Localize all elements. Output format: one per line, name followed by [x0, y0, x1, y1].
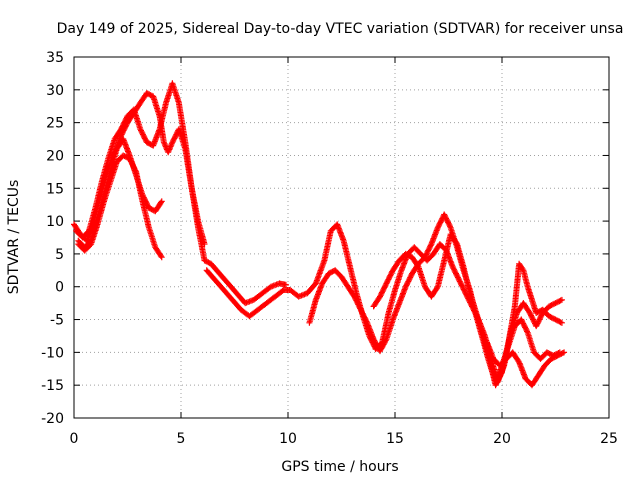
y-axis-label: SDTVAR / TECUs: [6, 180, 22, 295]
x-tick-label: 15: [386, 431, 404, 447]
data-point: [131, 164, 138, 171]
chart-title: Day 149 of 2025, Sidereal Day-to-day VTE…: [57, 21, 624, 37]
y-tick-label: 0: [55, 280, 64, 296]
data-point: [157, 253, 164, 259]
data-point: [377, 293, 383, 300]
series-track-g: [370, 231, 565, 389]
data-point: [559, 350, 566, 356]
y-tick-label: 5: [55, 247, 64, 263]
data-point: [522, 325, 529, 332]
data-point: [557, 297, 564, 304]
data-point: [561, 349, 568, 356]
data-point: [405, 277, 412, 284]
data-point: [201, 241, 208, 248]
y-tick-label: 25: [46, 116, 64, 132]
plot-frame: [73, 56, 610, 419]
data-point: [414, 262, 421, 269]
data-point: [363, 318, 370, 325]
y-tick-label: -20: [41, 411, 64, 427]
data-point: [434, 285, 440, 291]
y-tick-label: -5: [50, 313, 64, 329]
y-tick-label: 20: [46, 148, 64, 164]
data-point: [427, 242, 434, 249]
data-point: [423, 251, 430, 258]
x-tick-label: 25: [600, 431, 618, 447]
x-tick-label: 5: [177, 431, 186, 447]
y-tick-label: -15: [41, 378, 64, 394]
y-tick-label: 15: [46, 181, 64, 197]
series-track-d: [75, 152, 165, 261]
x-tick-label: 20: [493, 431, 511, 447]
data-point: [359, 309, 365, 316]
data-point: [158, 198, 165, 205]
data-point: [553, 299, 560, 306]
series-track-b: [73, 80, 208, 248]
data-point: [459, 283, 466, 290]
data-point: [158, 254, 165, 261]
data-point: [535, 308, 542, 315]
data-point: [557, 319, 564, 326]
data-point: [282, 281, 289, 288]
x-tick-label: 10: [279, 431, 297, 447]
data-point: [157, 199, 164, 206]
data-points: [71, 80, 568, 389]
data-point: [553, 317, 560, 324]
data-point: [519, 266, 526, 272]
data-point: [126, 155, 133, 162]
y-tick-label: -10: [41, 345, 64, 361]
series-track-h: [484, 339, 568, 389]
data-point: [558, 319, 565, 326]
y-tick-label: 30: [46, 83, 64, 99]
x-axis-label: GPS time / hours: [281, 459, 398, 475]
data-point: [548, 302, 555, 309]
data-point: [138, 128, 145, 135]
x-tick-label: 0: [70, 431, 79, 447]
data-point: [524, 328, 530, 335]
data-point: [493, 380, 500, 387]
data-point: [121, 118, 128, 125]
data-point: [382, 337, 389, 344]
y-tick-label: 35: [46, 50, 64, 66]
data-point: [441, 211, 448, 218]
data-point: [453, 239, 460, 246]
data-point: [558, 296, 565, 303]
data-point: [132, 167, 139, 174]
axis-ticks: 0 5 10 15 20 25 -20 -15 -10 -5 0 5 10 15 20 25 30 35: [41, 50, 618, 447]
y-tick-label: 10: [46, 214, 64, 230]
series-track-e: [203, 221, 565, 385]
